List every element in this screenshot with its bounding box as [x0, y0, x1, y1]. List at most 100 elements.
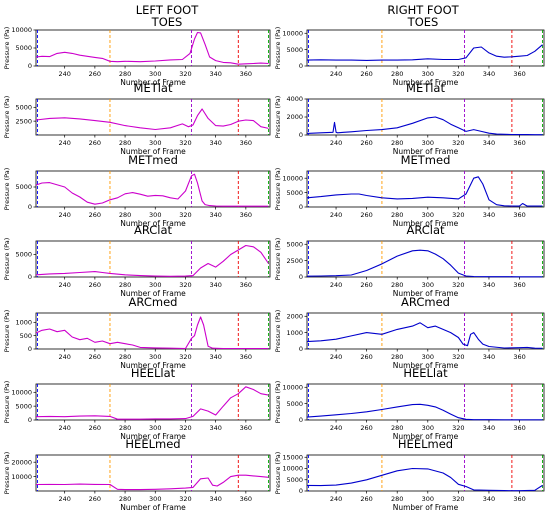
- panel-1-left-x-tick-label: 240: [58, 70, 70, 78]
- panel-6-left-y-tick-label: 5000: [15, 402, 32, 410]
- panel-1-right-y-tick-label: 10000: [282, 29, 303, 37]
- panel-4-right-x-tick-label: 360: [513, 281, 525, 289]
- panel-6-right-x-tick-label: 340: [483, 424, 495, 432]
- panel-2-left-x-tick-label: 240: [58, 139, 70, 147]
- panel-4-left-x-tick-label: 300: [149, 281, 161, 289]
- panel-7-right-x-tick-label: 240: [330, 495, 342, 503]
- panel-4-right-x-tick-label: 260: [360, 281, 372, 289]
- panel-4-right-y-tick-label: 2500: [286, 257, 303, 265]
- panel-1-right-y-tick-label: 0: [299, 62, 303, 70]
- panel-2-left-y-tick-label: 2500: [15, 117, 32, 125]
- panel-1-right-x-tick-label: 340: [483, 70, 495, 78]
- panel-3-right-x-tick-label: 240: [330, 211, 342, 219]
- panel-1-left-x-label: Number of Frame: [120, 78, 186, 87]
- panel-3-right-x-tick-label: 320: [452, 211, 464, 219]
- panel-6-right-x-tick-label: 240: [330, 424, 342, 432]
- panel-3-left-x-tick-label: 260: [89, 211, 101, 219]
- panel-1-right-x-label: Number of Frame: [393, 78, 459, 87]
- panel-2-left-x-tick-label: 280: [119, 139, 131, 147]
- panel-6-right-x-tick-label: 260: [360, 424, 372, 432]
- panel-4-right-x-tick-label: 340: [483, 281, 495, 289]
- panel-1-right-x-tick-label: 360: [513, 70, 525, 78]
- panel-4-left-x-tick-label: 240: [58, 281, 70, 289]
- panel-4-left-x-label: Number of Frame: [120, 289, 186, 298]
- panel-7-left-x-tick-label: 280: [119, 495, 131, 503]
- panel-6-left-x-tick-label: 240: [58, 424, 70, 432]
- panel-2-right-x-tick-label: 280: [391, 139, 403, 147]
- panel-2-right-x-tick-label: 340: [483, 139, 495, 147]
- panel-1-right-x-tick-label: 260: [360, 70, 372, 78]
- panel-2-left-x-tick-label: 340: [209, 139, 221, 147]
- panel-4-left-y-tick-label: 0: [28, 273, 32, 281]
- panel-5-right-y-label: Pressure (Pa): [274, 310, 282, 353]
- panel-6-right-y-tick-label: 5000: [286, 400, 303, 408]
- panel-5-right-series-line-1: [306, 322, 543, 349]
- panel-3-left-y-tick-label: 0: [28, 203, 32, 211]
- panel-1-right-y-tick-label: 5000: [286, 46, 303, 54]
- panel-4-left-title: ARClat: [134, 223, 173, 237]
- panel-3-right-y-label: Pressure (Pa): [274, 168, 282, 211]
- panel-4-right-x-tick-label: 240: [330, 281, 342, 289]
- panel-5-left-x-tick-label: 360: [240, 353, 252, 361]
- panel-5-left-y-tick-label: 500: [20, 332, 32, 340]
- panel-3-right-title: METmed: [401, 153, 451, 167]
- panel-6-right-x-tick-label: 300: [422, 424, 434, 432]
- panel-5-left-x-tick-label: 280: [119, 353, 131, 361]
- panel-3-right-y-tick-label: 0: [299, 203, 303, 211]
- panel-2-right-y-tick-label: 2000: [286, 113, 303, 121]
- panel-4-left-series-line-1: [35, 244, 269, 277]
- panel-3-left-x-tick-label: 340: [209, 211, 221, 219]
- panel-7-right-x-tick-label: 260: [360, 495, 372, 503]
- panel-7-right-y-tick-label: 15000: [282, 453, 303, 461]
- panel-4-right-x-tick-label: 320: [452, 281, 464, 289]
- panel-6-left-series-line-1: [35, 386, 269, 420]
- panel-7-left-x-tick-label: 240: [58, 495, 70, 503]
- panel-5-right-x-tick-label: 360: [513, 353, 525, 361]
- panel-2-right-y-tick-label: 0: [299, 131, 303, 139]
- panel-4-left-x-tick-label: 260: [89, 281, 101, 289]
- panel-6-left-x-tick-label: 360: [240, 424, 252, 432]
- panel-6-right-y-tick-label: 0: [299, 416, 303, 424]
- panel-7-left-x-tick-label: 260: [89, 495, 101, 503]
- panel-1-right-x-tick-label: 280: [391, 70, 403, 78]
- panel-6-left-x-tick-label: 260: [89, 424, 101, 432]
- panel-1-right-series-line-1: [306, 44, 543, 61]
- panel-1-right-x-tick-label: 300: [422, 70, 434, 78]
- panel-3-left-frame: [35, 170, 271, 208]
- panel-4-right-y-tick-label: 0: [299, 273, 303, 281]
- panel-5-right-y-tick-label: 0: [299, 345, 303, 353]
- panel-4-right-title: ARClat: [406, 223, 445, 237]
- panel-7-right-series-line-1: [306, 467, 543, 492]
- panel-2-right-series-line-1: [306, 116, 543, 136]
- panel-6-right-y-tick-label: 10000: [282, 383, 303, 391]
- panel-5-left-x-label: Number of Frame: [120, 361, 186, 370]
- panel-2-left-x-tick-label: 300: [149, 139, 161, 147]
- panel-3-left-x-tick-label: 320: [179, 211, 191, 219]
- panel-1-left-x-tick-label: 280: [119, 70, 131, 78]
- panel-7-right-frame: [306, 454, 545, 492]
- panel-5-left-title: ARCmed: [129, 295, 178, 309]
- right-column-title-line1: RIGHT FOOT: [387, 3, 459, 17]
- panel-2-right-x-tick-label: 360: [513, 139, 525, 147]
- panel-7-right-x-tick-label: 300: [422, 495, 434, 503]
- panel-1-right-x-tick-label: 240: [330, 70, 342, 78]
- panel-4-left-y-label: Pressure (Pa): [3, 238, 11, 281]
- panel-6-left-frame: [35, 383, 271, 421]
- panel-5-left-x-tick-label: 320: [179, 353, 191, 361]
- panel-7-left-x-tick-label: 360: [240, 495, 252, 503]
- panel-5-left-x-tick-label: 340: [209, 353, 221, 361]
- panel-5-left-x-tick-label: 260: [89, 353, 101, 361]
- panel-2-left-series-line-1: [35, 108, 269, 131]
- left-column-title-line1: LEFT FOOT: [135, 3, 199, 17]
- panel-1-left-y-tick-label: 0: [28, 62, 32, 70]
- panel-7-right-y-label: Pressure (Pa): [274, 452, 282, 495]
- panel-2-right-x-tick-label: 240: [330, 139, 342, 147]
- panel-2-left-x-tick-label: 320: [179, 139, 191, 147]
- panel-5-right-x-tick-label: 300: [422, 353, 434, 361]
- panel-6-left-y-tick-label: 10000: [11, 389, 32, 397]
- panel-5-left-series-line-1: [35, 316, 269, 350]
- panel-6-right-x-label: Number of Frame: [393, 432, 459, 441]
- panel-3-right-x-tick-label: 280: [391, 211, 403, 219]
- panel-1-left-y-label: Pressure (Pa): [3, 27, 11, 70]
